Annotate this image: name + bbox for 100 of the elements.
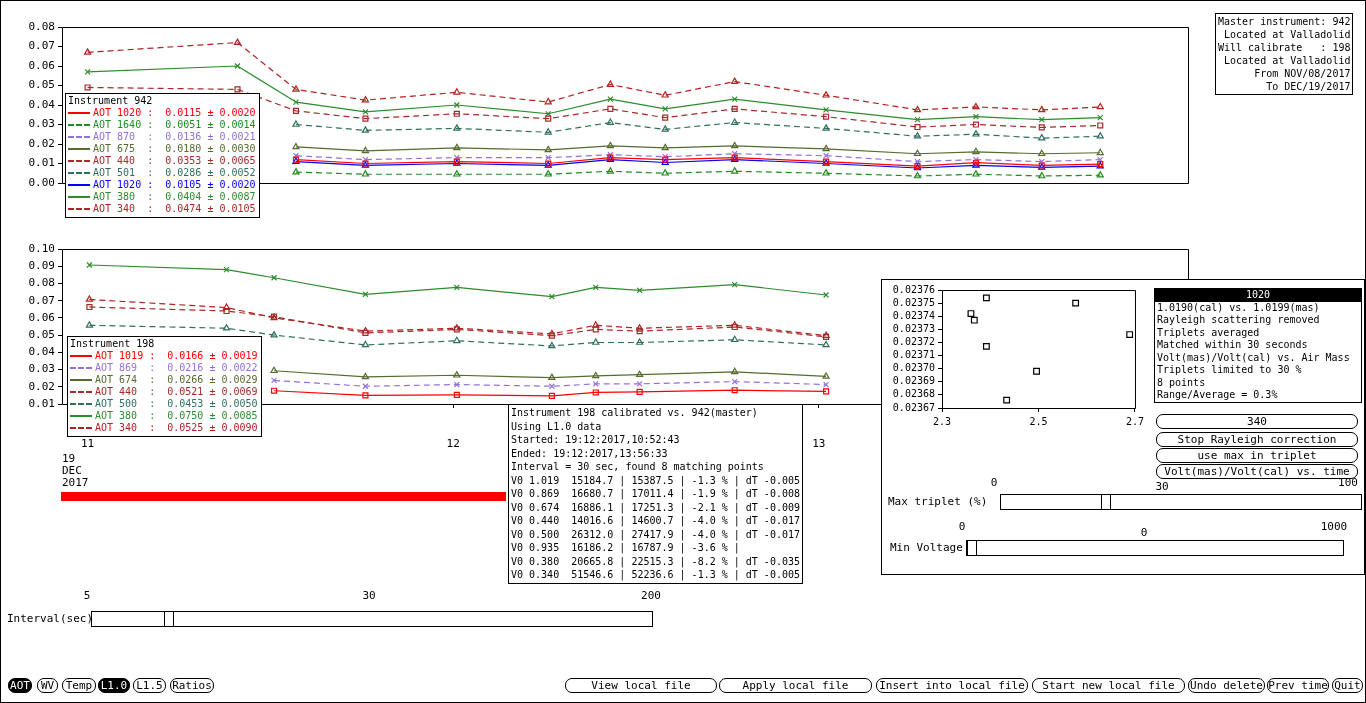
text: 30 [1155,480,1169,493]
legend-label: AOT 1020 : 0.0105 ± 0.0020 [93,179,256,191]
y-tick-label: 0.02370 [892,362,935,374]
y-tick-label: 0.02373 [892,322,935,334]
text: 0 [958,520,966,533]
annotation: Volt(mas)/Volt(cal) vs. Air Mass [1156,351,1351,364]
annotation: Rayleigh scattering removed [1156,314,1321,327]
y-tick-label: 0.01 [28,156,55,170]
legend-label: AOT 500 : 0.0453 ± 0.0050 [95,398,258,410]
legend-label: AOT 340 : 0.0474 ± 0.0105 [93,203,256,215]
y-tick-label: 0.02371 [892,349,935,361]
annotation: 1.0190(cal) vs. 1.0199(mas) [1156,301,1321,314]
text: Will calibrate : 198 [1218,41,1351,54]
button: use max in triplet [1156,448,1358,463]
text: Started: 19:12:2017,10:52:43 [511,433,681,447]
legend-label: AOT 1020 : 0.0115 ± 0.0020 [93,107,256,119]
text: 0 [990,476,998,489]
button: AOT [8,678,32,693]
text: V0 0.340 51546.6 | 52236.6 | -1.3 % | dT -0.005 [511,568,800,582]
button: Ratios [170,678,214,693]
text: V0 0.500 26312.0 | 27417.9 | -4.0 % | dT -0.017 [511,527,800,541]
legend-label: AOT 1019 : 0.0166 ± 0.0019 [95,350,258,362]
button: L1.5 [133,678,166,693]
x-tick-label: 2.7 [1125,415,1144,427]
text: V0 1.019 15184.7 | 15387.5 | -1.3 % | dT -0.005 [511,473,800,487]
text: V0 0.869 16680.7 | 17011.4 | -1.9 % | dT -0.008 [511,487,800,501]
button: Insert into local file [876,678,1028,693]
annotation: 8 points [1156,376,1207,389]
legend-label: AOT 674 : 0.0266 ± 0.0029 [95,374,258,386]
legend-label: AOT 380 : 0.0404 ± 0.0087 [93,191,256,203]
legend-label: AOT 675 : 0.0180 ± 0.0030 [93,143,256,155]
text: 1000 [1320,520,1348,533]
text: DEC [62,464,82,477]
y-tick-label: 0.02 [28,379,55,393]
text: V0 0.440 14016.6 | 14600.7 | -4.0 % | dT -0.017 [511,514,800,528]
text: Located at Valladolid [1223,54,1351,67]
heading-strip: 1020 [1155,289,1361,302]
x-tick-label: 13 [812,437,826,451]
legend-label: AOT 1640 : 0.0051 ± 0.0014 [93,119,256,131]
y-tick-label: 0.04 [28,345,56,359]
x-tick-label: 2.5 [1029,415,1048,427]
legend-label: AOT 340 : 0.0525 ± 0.0090 [95,422,258,434]
text: Interval(sec) [7,612,94,625]
y-tick-label: 0.02367 [892,401,935,413]
legend-label: AOT 440 : 0.0353 ± 0.0065 [93,155,256,167]
button: Apply local file [719,678,872,693]
y-tick-label: 0.02368 [892,388,935,400]
text: Ended: 19:12:2017,13:56:33 [511,446,669,460]
y-tick-label: 0.05 [28,78,55,92]
button: Quit [1332,678,1363,693]
y-tick-label: 0.04 [28,97,56,111]
y-tick-label: 0.03 [28,117,55,131]
y-tick-label: 0.02376 [892,283,935,295]
text: V0 0.674 16886.1 | 17251.3 | -2.1 % | dT -0.009 [511,500,800,514]
y-tick-label: 0.08 [28,19,55,33]
y-tick-label: 0.08 [28,276,55,290]
button: Stop Rayleigh correction [1156,432,1358,447]
y-tick-label: 0.01 [28,396,55,410]
button: WV [37,678,58,693]
text: 5 [83,589,91,602]
y-tick-label: 0.06 [28,58,55,72]
text: 0 [1140,526,1148,539]
x-tick-label: 11 [80,437,95,451]
y-tick-label: 0.07 [28,39,55,53]
text: Using L1.0 data [511,419,603,433]
text: 30 [362,589,376,602]
legend-label: AOT 869 : 0.0216 ± 0.0022 [95,362,258,374]
text: From NOV/08/2017 [1253,67,1351,80]
y-tick-label: 0.06 [28,310,55,324]
text: V0 0.935 16186.2 | 16787.9 | -3.6 % | [511,541,741,555]
x-tick-label: 2.3 [932,415,952,427]
annotation: Matched within 30 seconds [1156,339,1309,352]
y-tick-label: 0.03 [28,362,55,376]
button: Temp [62,678,96,693]
text: Master instrument: 942 [1218,15,1351,28]
text: Min Voltage [890,541,963,554]
y-tick-label: 0.02 [28,136,55,150]
y-tick-label: 0.07 [28,293,55,307]
button: Prev time [1267,678,1329,693]
x-tick-label: 12 [446,437,460,451]
text: To DEC/19/2017 [1265,80,1351,93]
legend-title: Instrument 198 [70,338,156,350]
button: View local file [565,678,717,693]
button: 340 [1156,414,1358,429]
legend-label: AOT 440 : 0.0521 ± 0.0069 [95,386,258,398]
y-tick-label: 0.09 [28,259,55,273]
text: Max triplet (%) [888,495,988,508]
y-tick-label: 0.02375 [892,296,935,308]
legend-label: AOT 380 : 0.0750 ± 0.0085 [95,410,258,422]
button: Volt(mas)/Volt(cal) vs. time [1156,464,1358,479]
text: 2017 [62,476,89,489]
button: L1.0 [98,678,130,693]
text: Instrument 198 calibrated vs. 942(master) [511,406,759,420]
legend-title: Instrument 942 [68,95,154,107]
y-tick-label: 0.02372 [892,336,935,348]
button: Undo delete [1188,678,1265,693]
y-tick-label: 0.02374 [892,309,935,321]
annotation: Range/Average = 0.3% [1156,389,1279,402]
text: V0 0.380 20665.8 | 22515.3 | -8.2 % | dT -0.035 [511,554,800,568]
button: Start new local file [1032,678,1185,693]
